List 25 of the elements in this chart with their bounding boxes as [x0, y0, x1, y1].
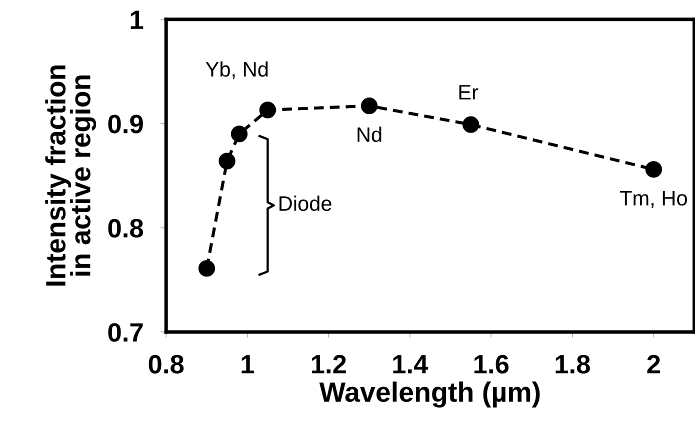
point	[259, 102, 276, 118]
point	[218, 152, 236, 170]
annotation: Tm, Ho	[620, 191, 687, 208]
x-tick-label: 1.6	[474, 354, 509, 374]
x-tick-label: 1.4	[393, 355, 428, 374]
x-tick-label: 2	[647, 354, 660, 374]
y-axis-title: Intensity fraction in active region	[45, 65, 96, 286]
y-tick-label: 0.9	[108, 114, 143, 134]
y-tick-label: 0.7	[108, 323, 143, 342]
y-tick-label: 0.8	[108, 218, 144, 238]
point	[645, 161, 662, 178]
x-tick-label: 1.8	[556, 354, 590, 374]
x-axis-title: Wavelength (µm)	[319, 382, 540, 408]
x-tick-label: 1.2	[312, 354, 346, 374]
x-tick-label: 0.8	[148, 354, 184, 374]
point	[230, 126, 248, 142]
y-tick-label: 1	[130, 10, 144, 29]
point	[198, 260, 216, 277]
annotation: Diode	[280, 196, 332, 211]
annotation: Nd	[358, 126, 382, 142]
x-tick-label: 1	[242, 355, 254, 374]
point	[462, 116, 480, 133]
annotation: Er	[459, 85, 478, 100]
annotation: Yb, Nd	[206, 61, 268, 80]
point	[360, 98, 378, 114]
